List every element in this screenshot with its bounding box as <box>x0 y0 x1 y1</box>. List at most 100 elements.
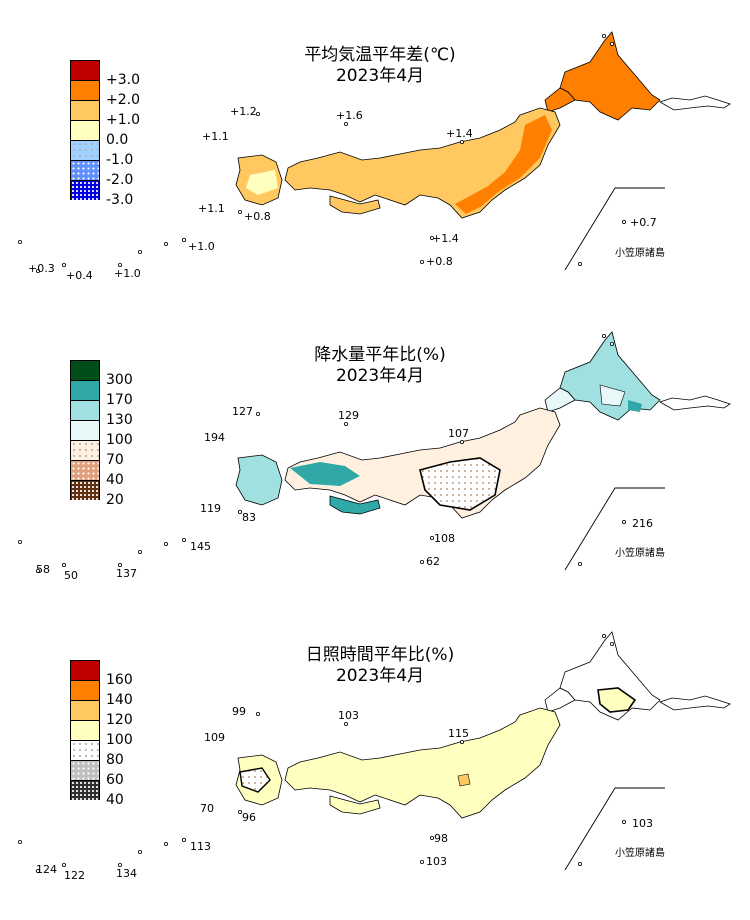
island-marker <box>578 861 583 866</box>
island-marker <box>36 268 41 273</box>
station-value-nansei_4: 145 <box>190 540 211 553</box>
island-marker <box>578 261 583 266</box>
legend-swatch <box>70 420 100 440</box>
station-value-northwest_island_b: +1.6 <box>336 109 363 122</box>
title-line-2: 2023年4月 <box>335 366 425 386</box>
island-marker <box>343 422 348 427</box>
legend-label: 160 <box>106 672 133 688</box>
station-value-nansei_1: 124 <box>36 863 57 876</box>
legend-label: 60 <box>106 772 124 788</box>
region-eastern-isles <box>659 95 731 111</box>
legend-label: 40 <box>106 792 124 808</box>
region-eastern-isles <box>659 695 731 711</box>
legend-swatch <box>70 460 100 480</box>
legend-label: +2.0 <box>106 92 140 108</box>
station-value-ogasawara: +0.7 <box>630 216 657 229</box>
station-value-central_coast: 115 <box>448 727 469 740</box>
region-eastern-isles <box>659 395 731 411</box>
sunshine-legend: 160 140 120 100 80 60 40 <box>70 660 133 807</box>
island-marker <box>622 219 627 224</box>
island-marker <box>181 837 186 842</box>
island-marker <box>255 412 260 417</box>
station-value-sea_of_japan_coast: +1.1 <box>202 130 229 143</box>
sunny-area-hokkaido <box>597 687 637 713</box>
station-value-southwest_b: 96 <box>242 811 256 824</box>
island-marker <box>163 841 168 846</box>
precipitation-panel: 降水量平年比(%) 2023年4月 小笠原諸島 127 129 194 107 119 83 10… <box>0 300 750 600</box>
station-value-southwest_a: +1.1 <box>198 202 225 215</box>
sunny-spot-central <box>457 773 471 787</box>
precipitation-title: 降水量平年比(%) 2023年4月 <box>230 345 530 387</box>
legend-label: 100 <box>106 732 133 748</box>
sunshine-title: 日照時間平年比(%) 2023年4月 <box>230 645 530 687</box>
precipitation-map: 小笠原諸島12712919410711983108625850137145372… <box>17 331 731 582</box>
ogasawara-inset-label: 小笠原諸島 <box>615 846 665 859</box>
island-marker <box>602 334 607 339</box>
station-value-northwest_island_a: 127 <box>232 405 253 418</box>
station-value-izu_a: 98 <box>434 832 448 845</box>
legend-swatch <box>70 780 100 800</box>
island-marker <box>429 535 434 540</box>
island-marker <box>610 42 615 47</box>
legend-swatch <box>70 100 100 120</box>
island-marker <box>163 541 168 546</box>
region-honshu <box>284 707 561 819</box>
legend-swatch <box>70 700 100 720</box>
legend-swatch <box>70 380 100 400</box>
legend-swatch <box>70 180 100 200</box>
ogasawara-inset-label: 小笠原諸島 <box>615 546 665 559</box>
anomaly-area-west <box>246 170 278 195</box>
island-marker <box>578 561 583 566</box>
legend-swatch <box>70 120 100 140</box>
station-value-southwest_b: 83 <box>242 511 256 524</box>
station-value-sea_of_japan_coast: 109 <box>204 731 225 744</box>
station-value-nansei_3: 134 <box>116 867 137 880</box>
sunshine-panel: 日照時間平年比(%) 2023年4月 小笠原諸島 99 103 109 115 70 96 98 1… <box>0 600 750 900</box>
island-marker <box>36 868 41 873</box>
island-marker <box>602 634 607 639</box>
sunshine-map: 小笠原諸島99103109115709698103124122134113941… <box>17 631 731 882</box>
legend-swatch <box>70 60 100 80</box>
legend-swatch <box>70 400 100 420</box>
station-value-izu_a: 108 <box>434 532 455 545</box>
island-marker <box>237 209 242 214</box>
dry-area-central <box>419 457 501 511</box>
island-marker <box>459 739 464 744</box>
island-marker <box>137 849 142 854</box>
station-value-nansei_1: +0.3 <box>28 262 55 275</box>
legend-swatch <box>70 740 100 760</box>
island-marker <box>602 34 607 39</box>
island-marker <box>429 235 434 240</box>
legend-swatch <box>70 360 100 380</box>
legend-label: 130 <box>106 412 133 428</box>
island-marker <box>419 259 424 264</box>
title-line-1: 平均気温平年差(℃) <box>304 45 456 65</box>
island-marker <box>163 241 168 246</box>
legend-swatch <box>70 680 100 700</box>
station-value-southwest_a: 70 <box>200 802 214 815</box>
region-hokkaido <box>559 331 661 421</box>
island-marker <box>118 862 123 867</box>
legend-swatch <box>70 140 100 160</box>
station-value-sea_of_japan_coast: 194 <box>204 431 225 444</box>
island-marker <box>459 139 464 144</box>
dull-area-kyushu <box>239 767 271 793</box>
station-value-izu_a: +1.4 <box>432 232 459 245</box>
temperature-map: 小笠原諸島 +1.2 +1.6 +1.1 +1.4 +1.1 +0.8 +1.4 +0.8 +0.… <box>17 31 731 282</box>
legend-swatch <box>70 760 100 780</box>
island-marker <box>255 712 260 717</box>
island-marker <box>137 249 142 254</box>
station-value-northwest_island_b: 103 <box>338 709 359 722</box>
region-shikoku <box>329 195 381 215</box>
temperature-legend: +3.0 +2.0 +1.0 0.0 -1.0 -2.0 -3.0 <box>70 60 140 207</box>
island-marker <box>343 122 348 127</box>
station-value-nansei_2: +0.4 <box>66 269 93 282</box>
station-value-central_coast: +1.4 <box>446 127 473 140</box>
island-marker <box>255 112 260 117</box>
region-shikoku <box>329 795 381 815</box>
island-marker <box>181 537 186 542</box>
title-line-2: 2023年4月 <box>335 66 425 86</box>
island-marker <box>610 642 615 647</box>
temperature-title: 平均気温平年差(℃) 2023年4月 <box>230 45 530 87</box>
title-line-1: 降水量平年比(%) <box>314 345 446 365</box>
